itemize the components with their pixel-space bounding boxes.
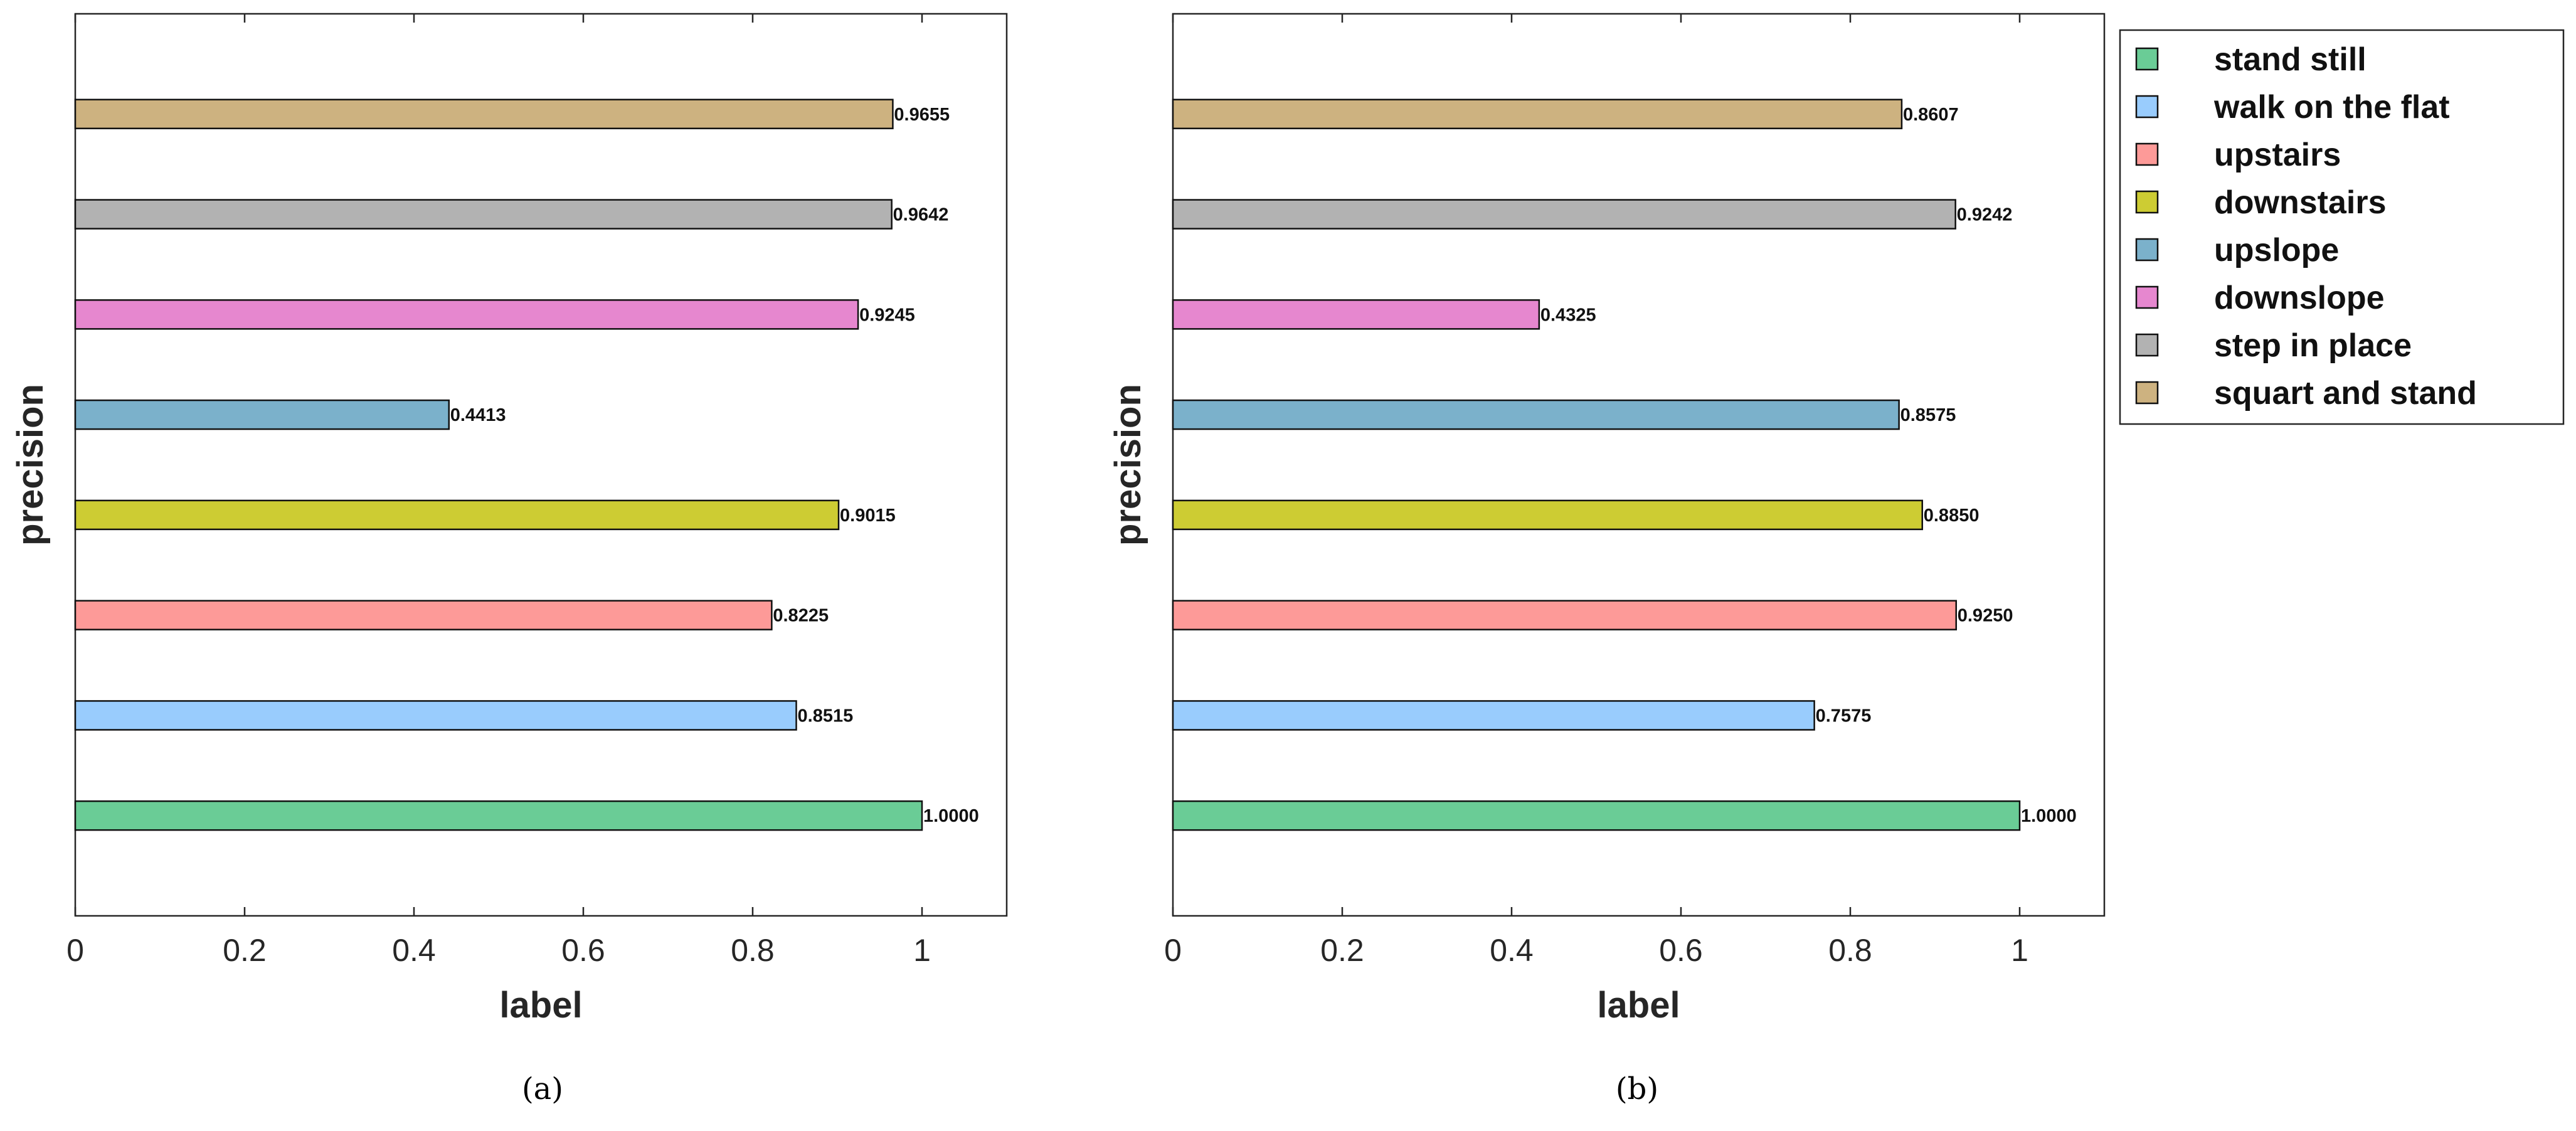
- bar-1: [74, 800, 923, 831]
- bar-4: [1172, 499, 1923, 531]
- bar-3: [74, 600, 773, 630]
- y-axis-label: precision: [1108, 384, 1148, 546]
- plot-area: [74, 13, 1008, 917]
- data-label: 0.9245: [859, 305, 915, 325]
- legend-swatch: [2135, 238, 2159, 262]
- data-label: 0.8850: [1924, 506, 1980, 526]
- bar-7: [1172, 199, 1956, 230]
- bar-4: [74, 499, 840, 531]
- bar-2: [74, 700, 797, 731]
- data-label: 1.0000: [2021, 806, 2077, 826]
- data-label: 0.9655: [894, 105, 950, 125]
- data-label: 0.4413: [450, 405, 506, 425]
- data-label: 0.4325: [1540, 305, 1596, 325]
- x-tick-label: 0.4: [1490, 933, 1534, 968]
- x-tick-label: 0.6: [1659, 933, 1703, 968]
- y-axis-label: precision: [10, 384, 51, 546]
- bar-5: [1172, 399, 1900, 430]
- bar-7: [74, 199, 893, 230]
- legend-label: upstairs: [2214, 137, 2341, 173]
- data-label: 0.9015: [840, 506, 896, 526]
- legend-label: downslope: [2214, 280, 2385, 316]
- bar-6: [1172, 299, 1540, 330]
- bar-6: [74, 299, 859, 330]
- legend-box: [2119, 29, 2565, 425]
- data-label: 0.9642: [893, 205, 949, 225]
- legend-swatch: [2135, 190, 2159, 214]
- data-label: 0.8607: [1903, 105, 1959, 125]
- bar-5: [74, 399, 450, 430]
- legend-swatch: [2135, 47, 2159, 71]
- chart-b: 0 0.2 0.4 0.6 0.8 1 1.0000 0.7575 0.9250 0.8850 0.…: [1108, 13, 2106, 1107]
- x-tick-label: 1: [913, 933, 931, 968]
- plot-area: [1172, 13, 2106, 917]
- legend-swatch: [2135, 333, 2159, 357]
- panel-caption: (b): [1616, 1071, 1658, 1107]
- x-tick-label: 0.4: [392, 933, 436, 968]
- data-label: 0.7575: [1816, 706, 1872, 726]
- legend-label: upslope: [2214, 232, 2339, 268]
- x-axis-label: label: [499, 985, 582, 1026]
- legend-swatch: [2135, 285, 2159, 309]
- bar-2: [1172, 700, 1815, 731]
- bar-3: [1172, 600, 1957, 630]
- data-label: 0.8575: [1900, 405, 1956, 425]
- data-label: 0.9242: [1957, 205, 2013, 225]
- panel-caption: (a): [522, 1071, 563, 1107]
- data-label: 0.9250: [1958, 606, 2013, 626]
- data-label: 1.0000: [923, 806, 979, 826]
- x-tick-label: 0: [66, 933, 84, 968]
- x-tick-label: 1: [2011, 933, 2028, 968]
- legend-label: squart and stand: [2214, 375, 2477, 412]
- data-label: 0.8515: [798, 706, 854, 726]
- x-tick-label: 0.2: [1320, 933, 1364, 968]
- x-tick-label: 0.8: [1828, 933, 1872, 968]
- data-label: 0.8225: [773, 606, 829, 626]
- x-tick-label: 0: [1164, 933, 1182, 968]
- legend-swatch: [2135, 95, 2159, 119]
- legend-label: step in place: [2214, 327, 2412, 364]
- x-tick-label: 0.8: [731, 933, 775, 968]
- legend: stand still walk on the flat upstairs downs…: [2119, 29, 2565, 425]
- x-tick-label: 0.2: [223, 933, 267, 968]
- legend-label: walk on the flat: [2213, 89, 2450, 125]
- legend-swatch: [2135, 381, 2159, 405]
- legend-label: downstairs: [2214, 184, 2387, 221]
- x-axis-label: label: [1597, 985, 1680, 1026]
- x-tick-label: 0.6: [561, 933, 605, 968]
- bar-8: [74, 98, 894, 130]
- bar-1: [1172, 800, 2021, 831]
- legend-swatch: [2135, 142, 2159, 166]
- bar-8: [1172, 98, 1903, 130]
- legend-label: stand still: [2214, 41, 2367, 78]
- chart-a: 0 0.2 0.4 0.6 0.8 1 1.0000 0.8515 0.8225 0.9015 0.…: [10, 13, 1008, 1107]
